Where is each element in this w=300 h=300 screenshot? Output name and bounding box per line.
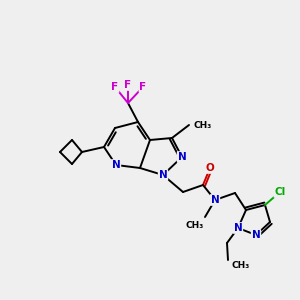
Text: F: F <box>124 80 132 90</box>
Text: CH₃: CH₃ <box>232 260 250 269</box>
Text: CH₃: CH₃ <box>193 121 211 130</box>
Text: O: O <box>206 163 214 173</box>
Text: CH₃: CH₃ <box>186 220 204 230</box>
Text: N: N <box>234 223 242 233</box>
Text: N: N <box>211 195 219 205</box>
Text: Cl: Cl <box>274 187 286 197</box>
Text: N: N <box>178 152 186 162</box>
Text: F: F <box>140 82 147 92</box>
Text: N: N <box>252 230 260 240</box>
Text: F: F <box>111 82 118 92</box>
Text: N: N <box>112 160 120 170</box>
Text: N: N <box>159 170 167 180</box>
